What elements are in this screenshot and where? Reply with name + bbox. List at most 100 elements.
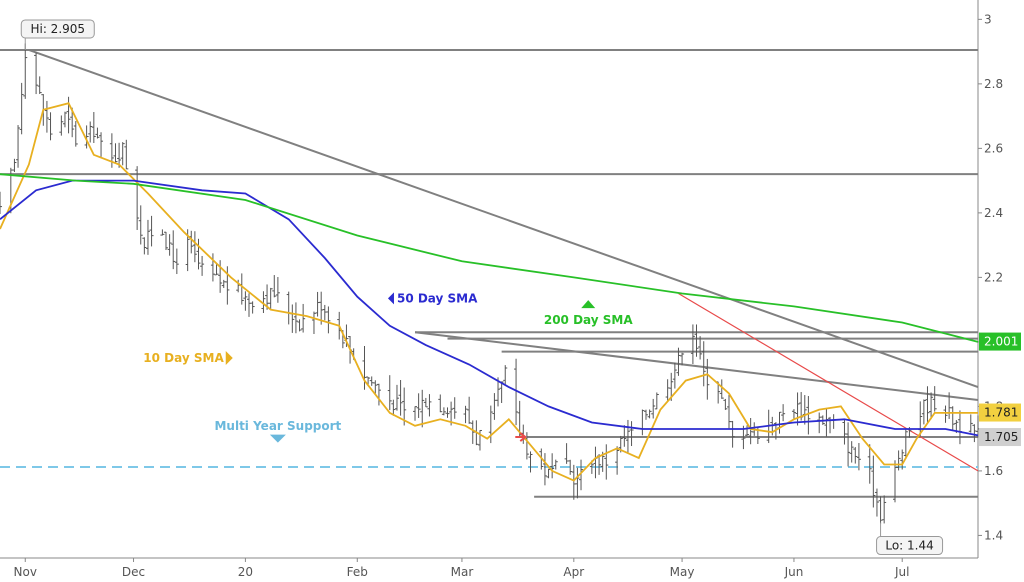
price-bar <box>629 421 634 447</box>
price-bar <box>95 127 100 139</box>
sma200-label-arrow <box>581 300 596 309</box>
price-bar <box>867 444 872 484</box>
sma-layer <box>0 102 979 482</box>
price-bar <box>293 302 298 334</box>
price-bar <box>214 263 219 276</box>
price-bar <box>84 125 89 149</box>
price-bar <box>849 441 854 463</box>
price-bar <box>463 405 468 424</box>
y-tick-label: 1.6 <box>984 464 1003 478</box>
y-axis: 1.41.61.822.22.42.62.83 <box>978 12 1003 542</box>
price-bar <box>142 237 147 255</box>
price-bar <box>394 384 399 411</box>
sma10-label-arrow <box>225 351 233 366</box>
price-badge-bg <box>979 428 1021 447</box>
price-bar <box>968 414 973 433</box>
price-bar <box>210 253 215 282</box>
price-bar <box>268 287 273 309</box>
price-bar <box>806 396 811 435</box>
price-bar <box>925 386 930 423</box>
sma10-line <box>0 102 978 482</box>
hi-label-box <box>20 19 95 39</box>
price-bar <box>19 82 24 135</box>
sma200-line <box>0 173 979 343</box>
price-bar <box>871 455 876 508</box>
price-bar <box>23 43 28 99</box>
x-tick-label: Jul <box>894 565 909 579</box>
price-bar <box>196 238 201 270</box>
price-bar <box>654 392 659 410</box>
multi-year-support-arrow <box>269 434 286 443</box>
y-tick-label: 3 <box>984 12 992 26</box>
price-bar <box>373 380 378 394</box>
x-tick-label: Mar <box>451 565 474 579</box>
price-bar <box>445 407 450 418</box>
trendline-layer <box>0 48 979 498</box>
trendline-may-red-downtrend <box>678 292 979 472</box>
price-bar <box>34 52 39 95</box>
sma10-label: 10 Day SMA <box>143 351 224 365</box>
price-bar <box>694 324 699 357</box>
price-bar <box>496 377 501 407</box>
price-bar <box>575 467 580 499</box>
price-bar <box>441 407 446 416</box>
price-bar <box>680 352 685 366</box>
price-bar <box>16 125 21 168</box>
x-tick-label: Dec <box>122 565 145 579</box>
price-bar <box>550 453 555 479</box>
price-bar <box>413 406 418 421</box>
price-bar <box>192 231 197 263</box>
price-bar <box>438 394 443 413</box>
x-tick-label: May <box>670 565 695 579</box>
y-tick-label: 2.6 <box>984 141 1003 155</box>
price-bar <box>387 375 392 411</box>
sma50-line <box>0 179 979 437</box>
price-bar <box>528 451 533 473</box>
price-bar <box>48 112 53 141</box>
price-bar <box>791 409 796 420</box>
sma10-badge: 1.781 <box>984 406 1018 420</box>
sma200-label: 200 Day SMA <box>544 313 634 327</box>
price-bar <box>874 488 879 517</box>
price-bar <box>326 306 331 334</box>
price-bar <box>164 231 169 251</box>
price-bar <box>846 422 851 467</box>
x-tick-label: Nov <box>14 565 37 579</box>
price-bar <box>99 132 104 157</box>
price-bar <box>723 398 728 410</box>
price-bar <box>929 392 934 420</box>
y-tick-label: 2.4 <box>984 206 1003 220</box>
lo-label-box <box>876 536 944 556</box>
price-bar <box>376 383 381 406</box>
price-bar <box>366 376 371 385</box>
price-bar <box>124 139 129 170</box>
annotation-layer: 50 Day SMA 200 Day SMA 10 Day SMA Multi Yea… <box>20 19 944 556</box>
price-bar <box>499 381 504 404</box>
price-bar <box>856 442 861 471</box>
price-bar <box>174 248 179 275</box>
sma200-badge-bg <box>979 332 1021 351</box>
sma10-badge-bg <box>979 403 1021 422</box>
price-bar <box>167 234 172 256</box>
price-bar <box>160 229 165 236</box>
trendline-long-downtrend <box>28 49 979 388</box>
y-tick-label: 2.2 <box>984 270 1003 284</box>
y-tick-label: 2.8 <box>984 77 1003 91</box>
price-bar <box>12 158 17 172</box>
price-bar <box>113 143 118 164</box>
price-bar <box>921 399 926 425</box>
price-bar <box>553 459 558 470</box>
multi-year-support-label: Multi Year Support <box>214 419 341 433</box>
price-bar <box>625 419 630 453</box>
price-bar <box>145 219 150 255</box>
price-bar <box>488 405 493 444</box>
price-bar <box>250 301 255 314</box>
trendline-feb-downtrend <box>414 331 979 401</box>
price-bar <box>297 319 302 332</box>
price-bar <box>615 446 620 475</box>
sma200-badge: 2.001 <box>984 335 1018 349</box>
price-bar <box>275 277 280 303</box>
price-bar <box>59 115 64 136</box>
price-bar <box>149 215 154 247</box>
